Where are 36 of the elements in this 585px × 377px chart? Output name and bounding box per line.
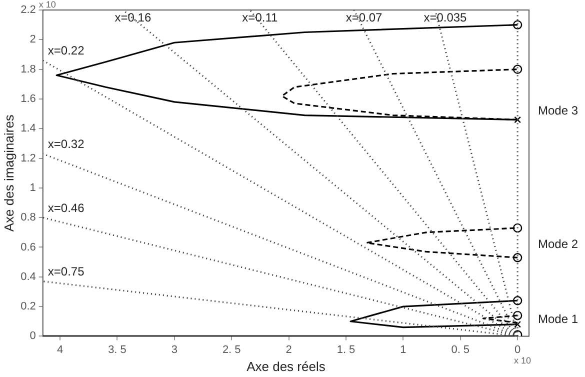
text: x 10	[514, 356, 531, 366]
x-tick-label: 0. 5	[451, 344, 470, 356]
annotation: x=0.07	[346, 10, 383, 24]
annotation: x=0.11	[242, 10, 278, 24]
y-tick-label: 1.2	[20, 152, 36, 164]
text: Mode 3	[538, 103, 578, 118]
text: x 10	[38, 0, 56, 10]
y-tick-label: 2.2	[20, 4, 36, 16]
y-tick-label: 0.6	[20, 241, 36, 254]
x-tick-label: 0	[514, 344, 521, 356]
annotation: x=0.035	[424, 10, 468, 24]
y-axis-title: Axe des imaginaires	[1, 114, 16, 232]
x-tick-label: 1. 5	[336, 344, 356, 356]
annotation: x=0.46	[48, 200, 85, 215]
annotation: x=0.75	[48, 264, 85, 279]
x-tick-label: 2	[286, 344, 292, 356]
y-tick-label: 1	[30, 182, 36, 194]
y-tick-label: 1.8	[20, 63, 36, 76]
y-tick-label: 0	[30, 330, 36, 342]
y-tick-label: 2	[30, 34, 36, 46]
y-tick-label: 0.2	[20, 300, 36, 313]
x-tick-label: 4	[56, 344, 64, 356]
x-tick-label: 3	[171, 344, 178, 356]
x-tick-label: 1	[400, 344, 406, 356]
y-tick-label: 0.8	[20, 212, 36, 224]
y-tick-label: 1.6	[20, 92, 36, 105]
x-axis-title: Axe des réels	[246, 358, 326, 374]
annotation: x=0.32	[48, 137, 85, 152]
y-tick-label: 1.4	[20, 122, 36, 135]
y-tick-label: 0.4	[20, 270, 36, 283]
text: Mode 1	[538, 312, 578, 326]
text: Mode 2	[538, 237, 578, 252]
x-tick-label: 2. 5	[222, 344, 241, 356]
annotation: x=0.22	[48, 44, 85, 58]
annotation: x=0.16	[114, 10, 152, 24]
x-tick-label: 3. 5	[108, 344, 126, 356]
